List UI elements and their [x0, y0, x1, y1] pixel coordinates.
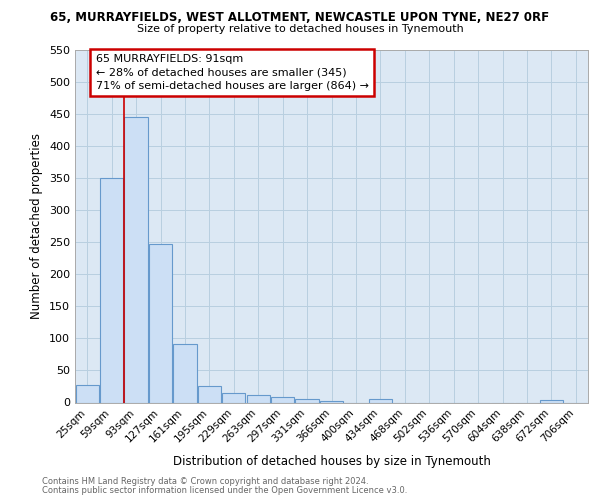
Bar: [124, 118, 148, 403]
Bar: [247, 395, 270, 402]
Bar: [76, 384, 99, 402]
Bar: [369, 400, 392, 402]
Bar: [173, 344, 197, 402]
Text: 65, MURRAYFIELDS, WEST ALLOTMENT, NEWCASTLE UPON TYNE, NE27 0RF: 65, MURRAYFIELDS, WEST ALLOTMENT, NEWCAS…: [50, 11, 550, 24]
Bar: [222, 393, 245, 402]
Bar: [540, 400, 563, 402]
Text: 65 MURRAYFIELDS: 91sqm
← 28% of detached houses are smaller (345)
71% of semi-de: 65 MURRAYFIELDS: 91sqm ← 28% of detached…: [96, 54, 369, 91]
Bar: [320, 400, 343, 402]
Bar: [149, 244, 172, 402]
Bar: [271, 398, 294, 402]
Text: Contains public sector information licensed under the Open Government Licence v3: Contains public sector information licen…: [42, 486, 407, 495]
Bar: [100, 178, 123, 402]
Y-axis label: Number of detached properties: Number of detached properties: [31, 133, 43, 320]
Bar: [198, 386, 221, 402]
Bar: [295, 400, 319, 402]
X-axis label: Distribution of detached houses by size in Tynemouth: Distribution of detached houses by size …: [173, 456, 490, 468]
Text: Size of property relative to detached houses in Tynemouth: Size of property relative to detached ho…: [137, 24, 463, 34]
Text: Contains HM Land Registry data © Crown copyright and database right 2024.: Contains HM Land Registry data © Crown c…: [42, 477, 368, 486]
